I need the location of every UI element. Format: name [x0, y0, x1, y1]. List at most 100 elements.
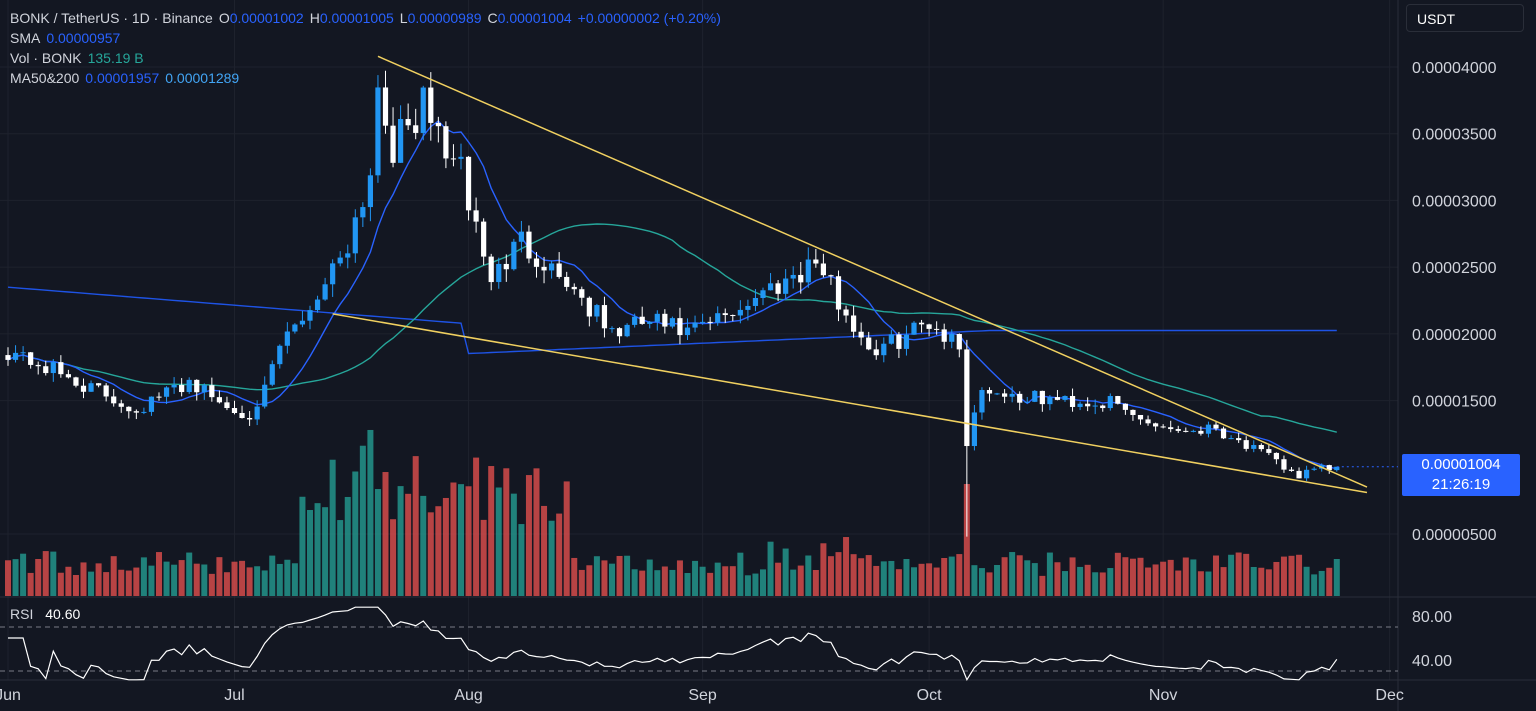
volume-bar — [20, 553, 27, 596]
volume-bar — [1129, 558, 1136, 596]
rsi-legend[interactable]: RSI 40.60 — [10, 606, 80, 622]
candle — [1288, 467, 1295, 472]
volume-bar — [1205, 571, 1212, 596]
candle — [390, 107, 396, 168]
candle — [722, 308, 728, 323]
volume-bar — [994, 564, 1001, 596]
candle — [201, 383, 207, 400]
volume-bar — [737, 552, 744, 596]
candle — [1273, 452, 1279, 465]
volume-bar — [1031, 563, 1038, 596]
volume-bar — [1009, 552, 1016, 596]
candle — [118, 399, 124, 413]
candle — [1024, 396, 1030, 403]
volume-value: 135.19 B — [87, 50, 144, 66]
candle — [579, 286, 585, 306]
bar-countdown: 21:26:19 — [1431, 476, 1491, 493]
candle — [783, 269, 789, 299]
rsi-tick-label: 40.00 — [1412, 653, 1452, 670]
ma-row[interactable]: MA50&200 0.00001957 0.00001289 — [10, 68, 721, 88]
currency-selector[interactable]: USDT — [1406, 4, 1524, 32]
candle — [1326, 464, 1332, 474]
volume-bar — [322, 507, 329, 596]
sma-value: 0.00000957 — [46, 30, 121, 46]
candle — [956, 333, 962, 358]
upper-trendline[interactable] — [377, 55, 1368, 488]
candle — [586, 296, 592, 327]
volume-bar — [578, 569, 585, 596]
candle — [564, 271, 570, 292]
volume-bar — [926, 563, 933, 596]
candle — [194, 379, 200, 401]
candle — [1160, 424, 1166, 429]
ma200-line[interactable] — [7, 286, 1337, 355]
candle — [820, 253, 826, 278]
candle — [767, 273, 774, 291]
time-axis-labels[interactable]: Jun Jul Aug Sep Oct Nov Dec — [0, 687, 1404, 704]
candle — [1002, 389, 1008, 404]
volume-bar — [850, 554, 857, 596]
candle — [1243, 436, 1249, 452]
volume-bar — [835, 552, 842, 596]
volume-bar — [775, 562, 782, 596]
candle — [828, 274, 834, 285]
volume-bar — [510, 493, 517, 596]
volume-bar — [352, 471, 359, 596]
volume-bar — [956, 554, 963, 596]
volume-bar — [1326, 567, 1333, 596]
volume-bar — [941, 557, 948, 596]
price-axis-labels[interactable]: 0.00004000 0.00003500 0.00003000 0.00002500… — [1412, 60, 1497, 544]
sma-row[interactable]: SMA 0.00000957 — [10, 28, 721, 48]
volume-bar — [1220, 567, 1227, 596]
candle — [737, 300, 743, 324]
volume-bar — [495, 487, 502, 596]
volume-bar — [1107, 568, 1114, 596]
volume-bar — [201, 564, 208, 596]
candle — [428, 72, 434, 141]
candle — [1311, 466, 1317, 471]
sma-line[interactable] — [7, 120, 1337, 470]
volume-bar — [269, 555, 276, 596]
ma50-line[interactable] — [7, 223, 1337, 433]
time-tick-label: Aug — [454, 687, 482, 704]
volume-bar — [895, 569, 902, 596]
rsi-pane[interactable]: 80.00 40.00 — [0, 606, 1452, 682]
rsi-tick-label: 80.00 — [1412, 609, 1452, 626]
candle — [1334, 466, 1340, 472]
volume-bar — [35, 558, 42, 596]
volume-bar — [442, 497, 449, 596]
candle — [43, 360, 49, 376]
volume-bar — [72, 574, 79, 596]
volume-bar — [254, 566, 261, 596]
candle — [1085, 397, 1091, 412]
symbol-title[interactable]: BONK / TetherUS · 1D · Binance — [10, 10, 213, 26]
volume-bar — [971, 565, 978, 596]
candle — [813, 249, 819, 268]
volume-row[interactable]: Vol · BONK 135.19 B — [10, 48, 721, 68]
volume-bar — [639, 570, 646, 596]
candle — [435, 116, 441, 143]
volume-bar — [631, 569, 638, 596]
volume-bar — [412, 456, 419, 596]
candle — [881, 337, 887, 363]
lower-trendline[interactable] — [332, 313, 1368, 494]
candle — [692, 315, 698, 333]
candle — [677, 307, 683, 345]
volume-bar — [171, 564, 178, 596]
volume-bar — [118, 569, 125, 596]
volume-bar — [699, 566, 706, 596]
candle — [934, 321, 940, 335]
volume-bar — [797, 565, 804, 596]
low-value: 0.00000989 — [407, 10, 482, 26]
volume-bar — [1062, 571, 1068, 596]
candle — [858, 322, 864, 346]
volume-bar — [722, 566, 729, 596]
candle — [141, 407, 147, 415]
candle — [1130, 409, 1136, 421]
volume-bar — [1273, 561, 1280, 596]
volume-bar — [888, 560, 895, 596]
volume-bar — [827, 556, 834, 596]
candle — [730, 314, 736, 322]
rsi-line — [8, 606, 1338, 682]
